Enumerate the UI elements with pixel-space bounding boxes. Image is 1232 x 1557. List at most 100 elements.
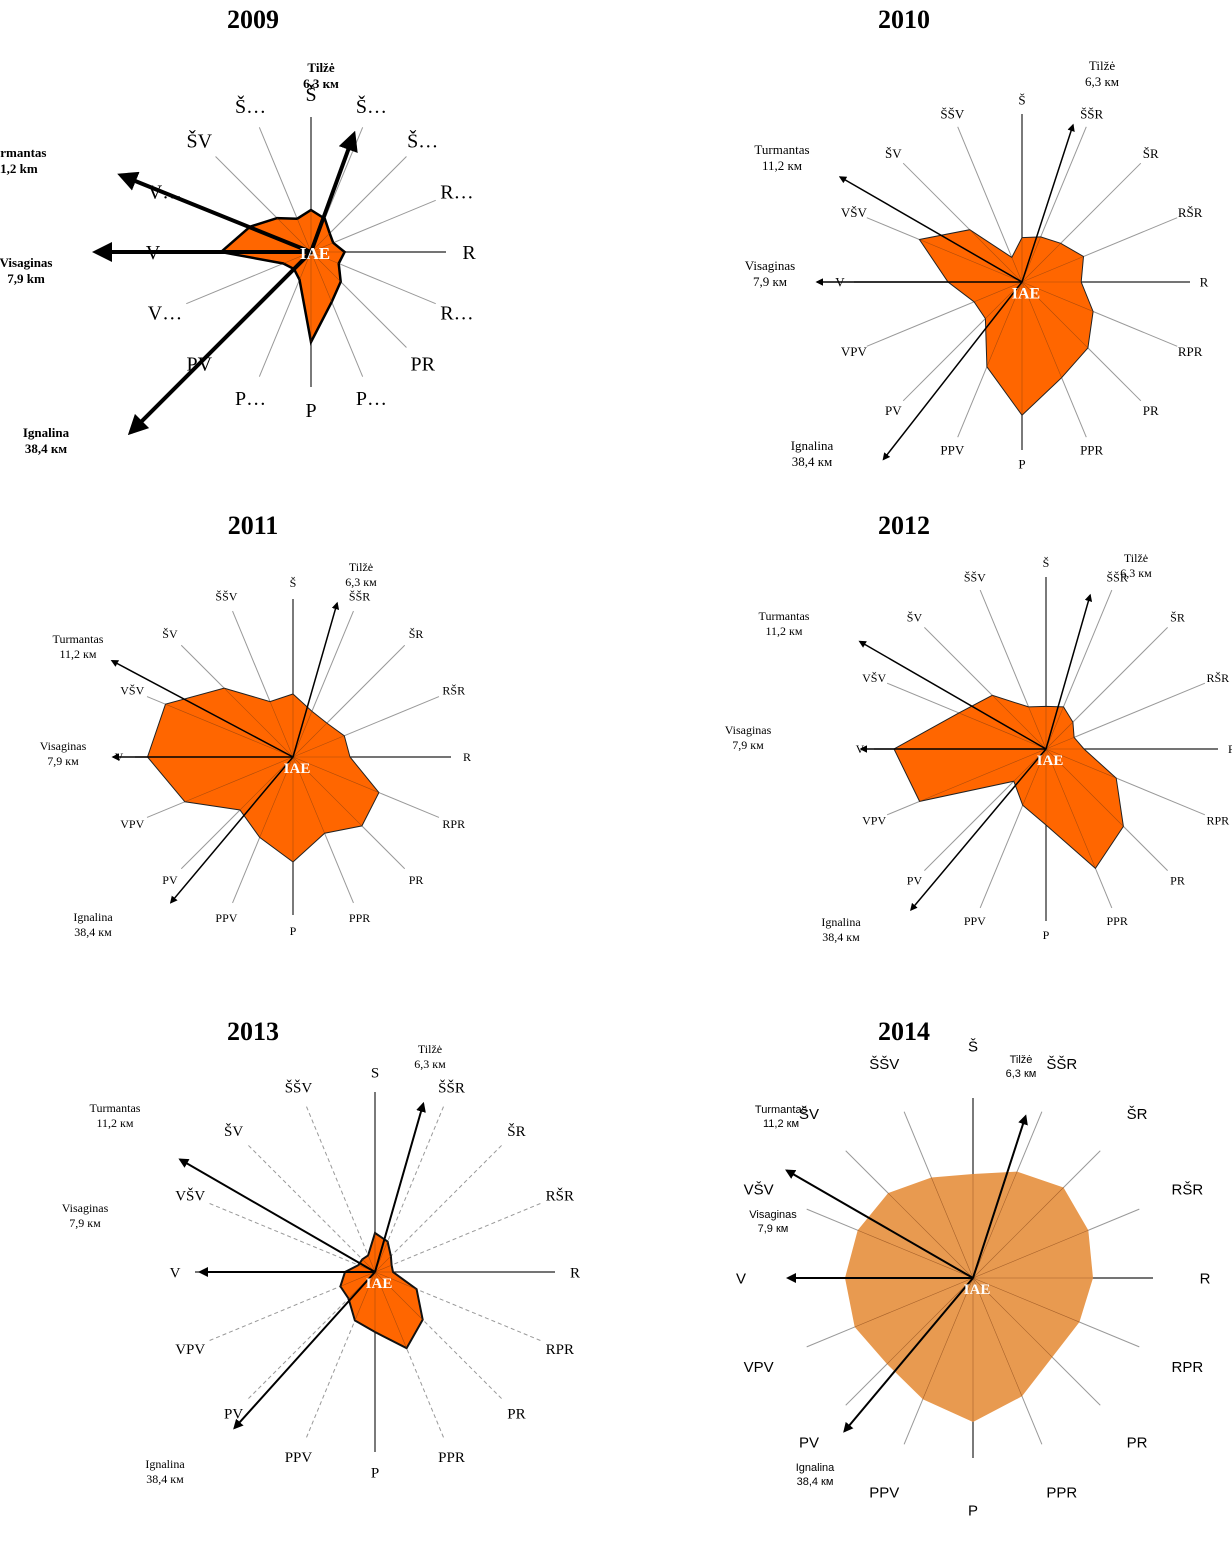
direction-label: PPV (940, 443, 964, 458)
windrose-panel-2014: 2014 Š ŠŠR ŠR RŠR R RPR PR PPR P PPV PV VPV V VŠV ŠV ŠŠV… (616, 1010, 1232, 1529)
inner-spoke (259, 756, 294, 838)
inner-spoke (1021, 281, 1089, 349)
inner-spoke (1045, 748, 1124, 827)
direction-label: PPR (1080, 443, 1103, 458)
inner-spoke (310, 242, 334, 253)
settlement-distance: 6,3 км (345, 575, 377, 589)
direction-label: R (1228, 742, 1232, 756)
inner-spoke (919, 748, 1047, 802)
settlement-arrow (110, 660, 294, 758)
direction-label: VŠV (841, 205, 868, 220)
inner-spoke (972, 1187, 1064, 1279)
direction-label: VPV (862, 813, 886, 827)
windrose-panel-2009: 2009ŠŠ…Š…R…RR…PRP…PP…PVV…VV…ŠVŠ…Tilžė6,3… (0, 0, 616, 519)
settlement-distance: 38,4 км (146, 1472, 184, 1486)
direction-label: P (305, 400, 316, 422)
inner-spoke (1021, 281, 1062, 378)
direction-spoke (374, 1144, 503, 1273)
direction-label: ŠŠV (215, 589, 237, 603)
inner-spoke (269, 701, 294, 758)
direction-label: ŠV (907, 611, 923, 625)
settlement-distance: 7,9 км (47, 754, 79, 768)
inner-spoke (1045, 721, 1074, 750)
settlement-distance: 11,2 km (0, 161, 38, 176)
direction-label: RPR (546, 1342, 574, 1358)
settlement-arrow (169, 756, 294, 904)
wind-frequency-polygon (893, 694, 1124, 870)
inner-spoke (972, 1277, 1080, 1323)
direction-label: V (736, 1270, 746, 1287)
direction-label: VŠV (862, 671, 886, 685)
inner-spoke (992, 695, 1047, 750)
windrose-chart-2012: 2012ŠŠŠRŠRRŠRRRPRPRPPRPPPVPVVPVVVŠVŠVŠŠV… (725, 511, 1232, 944)
direction-label: ŠŠR (1106, 570, 1127, 584)
settlement-name: Ignalina (821, 915, 861, 929)
settlement-name: Visaginas (62, 1201, 109, 1215)
settlement-arrow (292, 601, 340, 758)
settlement-name: Visaginas (0, 255, 52, 270)
chart-title: 2014 (878, 1017, 930, 1046)
inner-spoke (1021, 243, 1061, 283)
inner-spoke (310, 251, 339, 264)
direction-label: VPV (841, 344, 868, 359)
inner-spoke (1045, 706, 1064, 750)
direction-spoke (247, 1144, 376, 1273)
direction-label: PPV (869, 1485, 899, 1502)
direction-label: PV (162, 873, 178, 887)
direction-label: PPR (1046, 1485, 1077, 1502)
settlement-distance: 6,3 км (1085, 74, 1119, 89)
direction-label: ŠŠR (438, 1079, 465, 1096)
windrose-chart-2013: 2013 S ŠŠR ŠR RŠR R RPR PR PPR P PPV PV VPV V VŠV ŠV ŠŠV… (62, 1017, 580, 1486)
inner-spoke (223, 687, 294, 758)
direction-label: ŠŠV (869, 1056, 899, 1073)
settlement-distance: 11,2 км (97, 1116, 134, 1130)
direction-label: VŠV (175, 1188, 205, 1205)
direction-label: ŠŠV (285, 1079, 313, 1096)
settlement-arrow (117, 171, 312, 254)
inner-spoke (276, 217, 312, 253)
inner-spoke (972, 1171, 1018, 1279)
direction-label: ŠŠV (964, 570, 986, 584)
wind-frequency-polygon (146, 687, 380, 863)
direction-label: ŠV (186, 128, 212, 152)
wind-frequency-polygon (918, 229, 1094, 416)
inner-spoke (296, 218, 312, 253)
settlement-name: Turmantas (755, 1104, 808, 1116)
center-label-iae: IAE (284, 761, 311, 777)
direction-label: PR (1170, 874, 1185, 888)
settlement-distance: 7,9 км (69, 1216, 101, 1230)
settlement-arrow (972, 1114, 1028, 1279)
direction-label: RŠR (1172, 1181, 1204, 1198)
settlement-name: Ignalina (796, 1462, 835, 1474)
inner-spoke (310, 251, 341, 282)
direction-label: PPR (349, 911, 370, 925)
direction-label: R (1200, 1270, 1211, 1287)
settlement-distance: 6,3 км (303, 76, 339, 91)
inner-spoke (886, 1277, 974, 1365)
direction-spoke (957, 126, 1023, 283)
inner-spoke (1021, 281, 1094, 312)
direction-label: PV (885, 403, 902, 418)
direction-label: VPV (120, 817, 144, 831)
direction-label: VPV (744, 1359, 774, 1376)
direction-label: ŠŠR (1046, 1056, 1077, 1073)
direction-label: VPV (175, 1342, 205, 1358)
chart-title: 2012 (878, 511, 930, 540)
direction-label: PV (799, 1434, 819, 1451)
direction-label: RŠR (1206, 671, 1229, 685)
direction-label: P… (356, 388, 387, 410)
direction-label: PR (1127, 1434, 1148, 1451)
settlement-distance: 38,4 км (792, 454, 833, 469)
direction-label: PR (409, 873, 424, 887)
settlement-distance: 6,3 км (1120, 566, 1152, 580)
inner-spoke (1022, 748, 1047, 806)
settlement-distance: 11,2 км (762, 158, 802, 173)
settlement-distance: 7,9 км (753, 274, 787, 289)
inner-spoke (922, 1277, 974, 1400)
inner-spoke (165, 703, 294, 758)
windrose-chart-2011: 2011ŠŠŠRŠRRŠRRRPRPRPPRPPPVPVVPVVVŠVŠVŠŠV… (40, 511, 471, 939)
inner-spoke (374, 1255, 392, 1273)
settlement-name: Ignalina (791, 438, 834, 453)
direction-label: P (371, 1465, 379, 1481)
inner-spoke (1045, 748, 1117, 779)
